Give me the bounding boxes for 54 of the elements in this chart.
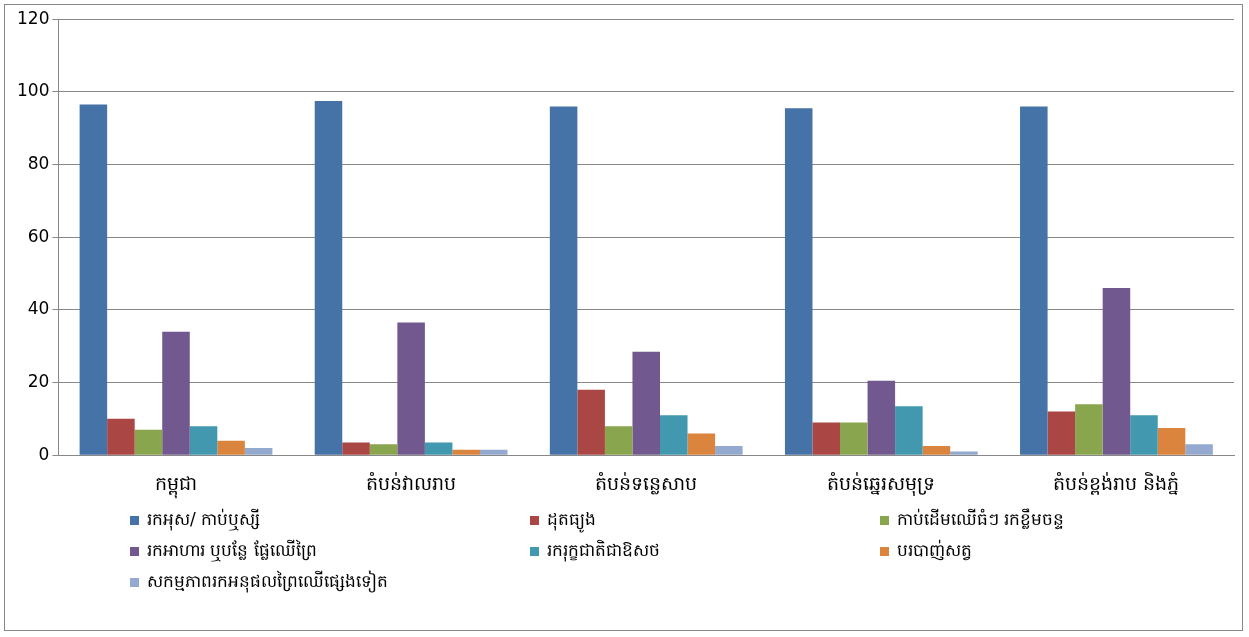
bar	[895, 406, 923, 455]
x-tick-label: តំបន់ឆ្នេរសមុទ្រ	[827, 470, 936, 497]
y-tick-label: 0	[38, 443, 50, 464]
bar	[342, 442, 370, 455]
bar	[134, 429, 163, 455]
y-tick-label: 120	[16, 7, 50, 28]
bar	[452, 449, 480, 455]
legend-label: រកអាហារ ឬបន្លែ ផ្លែឈើព្រៃ	[147, 539, 317, 564]
x-tick-label: តំបន់ទន្លេសាប	[595, 470, 698, 495]
y-tick-label: 100	[16, 80, 50, 101]
x-tick-label: តំបន់ខ្ពង់រាប និងភ្នំ	[1053, 470, 1180, 495]
legend-label: សកម្មភាពរកអនុផលព្រៃឈើផ្សេងទៀត	[147, 570, 388, 595]
bar	[479, 449, 508, 455]
bar	[577, 389, 605, 455]
bar	[1185, 444, 1213, 455]
bar	[79, 104, 108, 455]
bar	[812, 422, 841, 455]
bar	[950, 451, 978, 455]
bar	[244, 447, 273, 455]
bar	[1047, 411, 1076, 455]
bar	[314, 100, 343, 455]
bar	[397, 322, 425, 455]
bar	[189, 426, 218, 455]
bar	[867, 380, 896, 455]
bar	[217, 440, 245, 455]
bar	[424, 442, 453, 455]
bar	[1130, 415, 1158, 455]
y-tick-label: 80	[27, 152, 50, 173]
bar	[1020, 106, 1048, 455]
bar	[784, 108, 813, 455]
bar	[1075, 404, 1103, 455]
legend-label: រកអុស/ កាប់ឬស្សី	[147, 508, 261, 533]
bar	[632, 351, 660, 455]
bar	[1102, 288, 1131, 455]
x-tick-label: កម្ពុជា	[155, 471, 197, 499]
y-tick-label: 40	[27, 298, 50, 319]
bar	[107, 418, 135, 455]
y-tick-label: 20	[27, 370, 50, 391]
legend-label: កាប់ដើមឈើធំៗ រកខ្លឹមចន្ទ	[897, 508, 1065, 532]
bar	[369, 444, 398, 455]
bar	[1157, 427, 1186, 455]
legend-label: រករុក្ខជាតិជាឱសថ	[547, 539, 660, 564]
x-tick-label: តំបន់វាលរាប	[366, 470, 457, 494]
legend-label: ដុតធ្យូង	[547, 508, 596, 533]
y-tick-label: 60	[27, 225, 50, 246]
bar	[840, 422, 868, 455]
bar	[162, 331, 190, 455]
bar	[922, 446, 951, 455]
bar	[687, 433, 716, 455]
bar	[549, 106, 578, 455]
legend-label: បរបាញ់សត្វ	[897, 539, 972, 563]
bar	[715, 446, 743, 455]
bar	[660, 415, 688, 455]
bar	[604, 426, 633, 455]
